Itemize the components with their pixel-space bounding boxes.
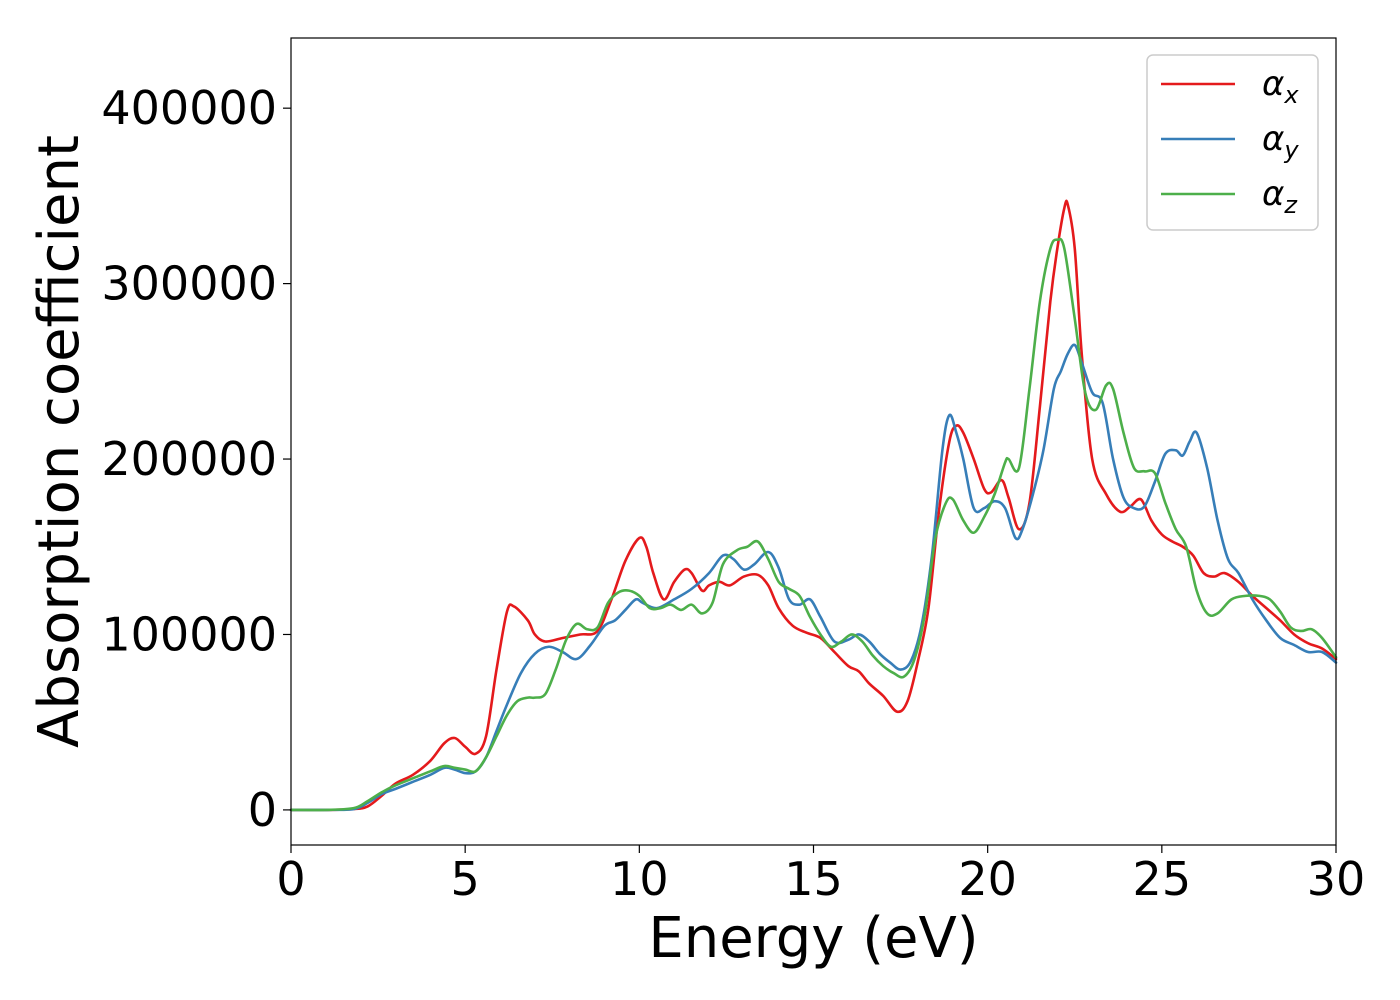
- legend-label-y: αy: [1262, 119, 1299, 164]
- x-axis-label: Energy (eV): [648, 906, 978, 971]
- y-axis-label: Absorption coefficient: [27, 135, 92, 748]
- legend-box: [1146, 54, 1319, 231]
- series-lines: [289, 199, 1338, 812]
- x-tick-label: 30: [1307, 852, 1366, 906]
- y-tick-label: 400000: [101, 81, 277, 135]
- legend-label-z: αz: [1262, 174, 1298, 219]
- x-tick-label: 15: [784, 852, 843, 906]
- x-axis-ticks: 0 5 10 15 20 25 30: [276, 845, 1365, 906]
- y-tick-label: 200000: [101, 432, 277, 486]
- legend-entries: αx αy αz: [1161, 64, 1299, 219]
- x-tick-label: 20: [958, 852, 1017, 906]
- legend-label-x: αx: [1262, 64, 1299, 109]
- series-line-z: [289, 237, 1338, 812]
- y-axis-ticks: 0 100000 200000 300000 400000: [101, 81, 291, 837]
- y-tick-label: 0: [248, 783, 277, 837]
- y-tick-label: 300000: [101, 257, 277, 311]
- legend: αx αy αz: [1146, 54, 1319, 231]
- y-tick-label: 100000: [101, 607, 277, 661]
- x-tick-label: 5: [451, 852, 480, 906]
- series-line-x: [289, 199, 1338, 812]
- x-tick-label: 25: [1133, 852, 1192, 906]
- series-line-y: [289, 343, 1338, 812]
- x-tick-label: 0: [276, 852, 305, 906]
- x-tick-label: 10: [610, 852, 669, 906]
